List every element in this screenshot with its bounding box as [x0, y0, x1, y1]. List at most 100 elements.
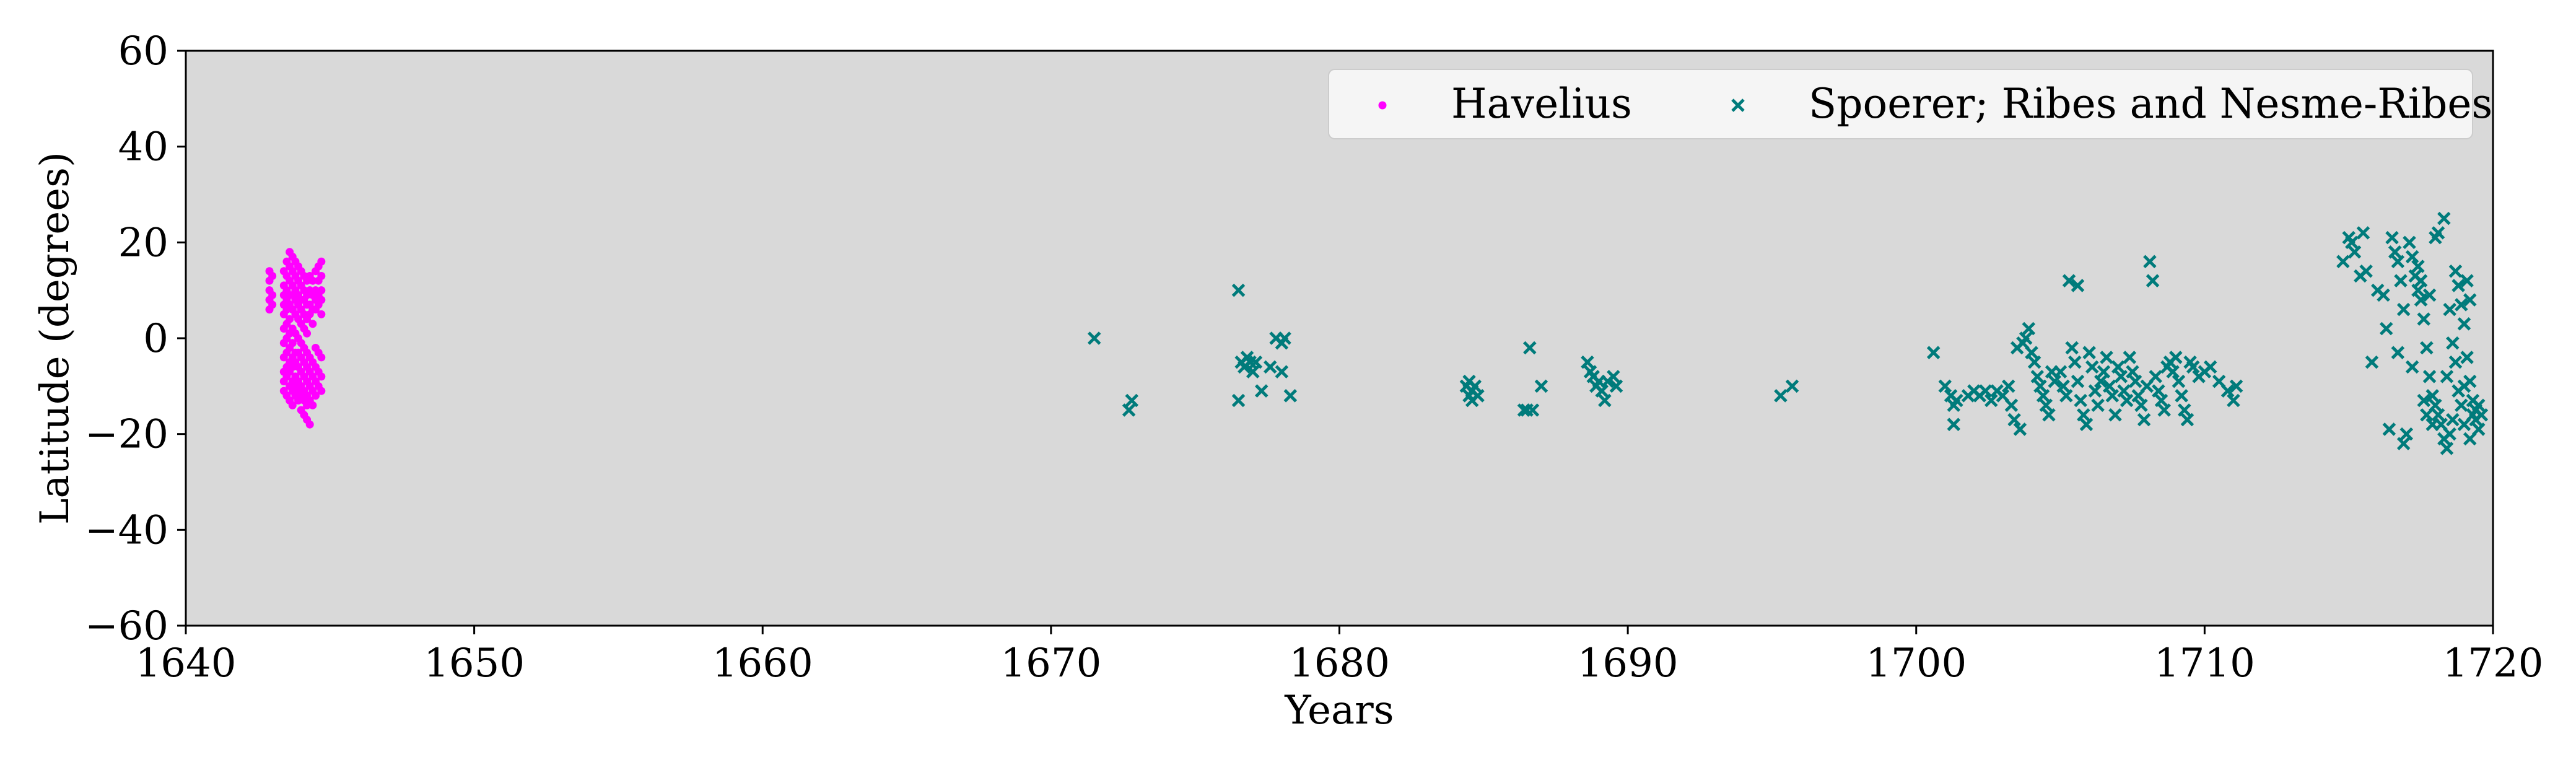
- y-tick-label: 0: [143, 316, 168, 362]
- data-point: [317, 310, 326, 318]
- data-point: [1246, 365, 1260, 378]
- data-point: [2082, 346, 2096, 359]
- data-point: [2143, 255, 2157, 269]
- y-axis-label: Latitude (degrees): [32, 152, 78, 525]
- data-point: [1231, 283, 1246, 297]
- data-point: [1774, 389, 1788, 403]
- x-tick-label: 1680: [1289, 641, 1390, 686]
- data-point: [2102, 379, 2116, 393]
- data-point: [2391, 346, 2405, 359]
- data-point: [1526, 403, 1540, 417]
- y-tick-label: −60: [85, 603, 168, 649]
- data-point: [2420, 408, 2434, 422]
- data-point: [2452, 279, 2465, 292]
- data-point: [2117, 384, 2131, 398]
- data-point: [2186, 360, 2200, 374]
- legend: Havelius Spoerer; Ribes and Nesme-Ribes: [1328, 69, 2492, 139]
- data-point: [286, 315, 294, 323]
- data-point: [2345, 235, 2359, 250]
- data-point: [317, 372, 326, 381]
- data-point: [1249, 355, 1263, 369]
- data-point: [2422, 288, 2437, 302]
- data-point: [2088, 384, 2102, 398]
- x-tick-label: 1660: [712, 641, 813, 686]
- data-point: [2030, 370, 2045, 383]
- data-marks: [265, 211, 2489, 455]
- x-tick-label: 1640: [136, 641, 237, 686]
- data-point: [2128, 374, 2142, 388]
- data-point: [1087, 331, 1101, 345]
- data-point: [303, 329, 312, 338]
- data-point: [2399, 427, 2414, 441]
- y-axis: −60 −40 −20 0 20 40 60: [85, 28, 186, 649]
- data-point: [1607, 370, 1620, 383]
- data-point: [2111, 360, 2125, 374]
- data-point: [2417, 312, 2431, 326]
- y-tick-label: −40: [85, 507, 168, 553]
- data-point: [2414, 274, 2428, 287]
- x-axis: 1640 1650 1660 1670 1680 1690 1700 1710 1720: [136, 626, 2544, 686]
- data-point: [2169, 351, 2183, 364]
- data-point: [2042, 408, 2056, 422]
- data-point: [308, 320, 317, 328]
- data-point: [2455, 298, 2468, 312]
- data-point: [288, 339, 297, 348]
- data-point: [2469, 413, 2482, 427]
- data-point: [317, 387, 326, 395]
- data-point: [2457, 317, 2471, 331]
- data-point: [2425, 418, 2439, 431]
- data-point: [2417, 393, 2431, 408]
- data-point: [1523, 341, 1537, 355]
- data-point: [2448, 355, 2463, 369]
- data-point: [1609, 379, 1623, 393]
- data-point: [2108, 408, 2122, 422]
- data-point: [2446, 413, 2460, 427]
- data-point: [2007, 413, 2021, 427]
- data-point: [2079, 418, 2094, 431]
- data-point: [2077, 408, 2090, 422]
- data-point: [2004, 398, 2019, 413]
- data-point: [2403, 235, 2416, 250]
- data-point: [1978, 384, 1993, 398]
- data-point: [2379, 322, 2393, 336]
- data-point: [2120, 393, 2134, 408]
- data-point: [2411, 260, 2425, 273]
- data-point: [1595, 384, 1609, 398]
- data-point: [2114, 370, 2128, 383]
- data-point: [2422, 370, 2437, 383]
- data-point: [1122, 403, 1136, 417]
- data-point: [2440, 370, 2454, 383]
- x-tick-label: 1650: [424, 641, 525, 686]
- data-point: [2068, 355, 2082, 369]
- series-1: [265, 248, 326, 429]
- data-point: [2022, 322, 2036, 336]
- data-point: [2365, 355, 2379, 369]
- data-point: [1947, 418, 1961, 431]
- data-point: [1598, 393, 1612, 408]
- data-point: [2013, 422, 2027, 436]
- data-point: [308, 401, 317, 409]
- data-point: [2227, 393, 2240, 408]
- data-point: [2448, 264, 2463, 278]
- data-point: [1231, 393, 1246, 408]
- data-point: [305, 420, 314, 429]
- data-point: [2071, 279, 2085, 292]
- data-point: [2053, 365, 2067, 378]
- data-point: [1462, 374, 1476, 388]
- data-point: [2463, 293, 2477, 307]
- data-point: [2134, 398, 2148, 413]
- data-point: [2396, 437, 2411, 450]
- data-point: [2094, 374, 2108, 388]
- data-point: [2431, 408, 2445, 422]
- data-point: [1950, 393, 1963, 408]
- data-point: [2149, 370, 2162, 383]
- data-point: [2405, 250, 2419, 264]
- data-point: [2460, 274, 2474, 287]
- data-point: [2027, 355, 2041, 369]
- x-tick-label: 1720: [2443, 641, 2544, 686]
- data-point: [2126, 365, 2139, 378]
- data-point: [2154, 393, 2168, 408]
- data-point: [2048, 374, 2062, 388]
